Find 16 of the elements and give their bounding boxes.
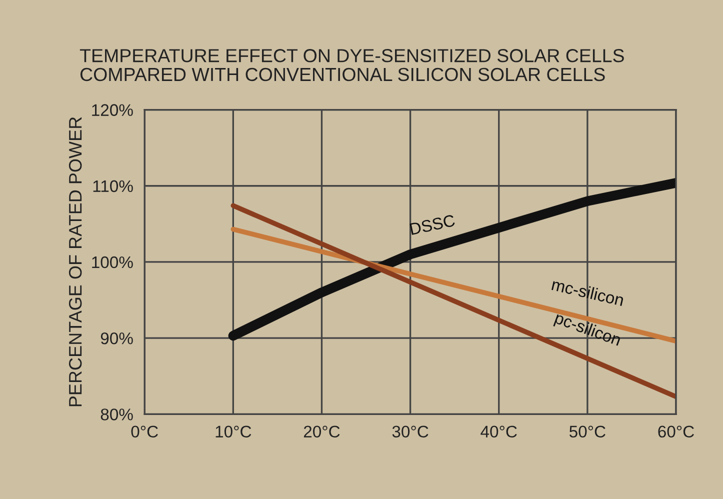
- x-tick-label: 40°C: [480, 426, 517, 438]
- x-tick-label: 0°C: [131, 426, 158, 438]
- x-tick-label: 30°C: [392, 426, 428, 438]
- x-tick-label: 10°C: [216, 426, 252, 438]
- y-tick-label: 100%: [92, 256, 133, 268]
- chart-title: TEMPERATURE EFFECT ON DYE-SENSITIZED SOLAR CELLS COMPARED WITH CONVENTIONAL SILICON SOLAR CELLS: [80, 49, 624, 82]
- x-tick-label: 20°C: [304, 426, 340, 438]
- x-tick-label: 60°C: [658, 426, 694, 438]
- y-tick-label: 110%: [93, 180, 133, 192]
- text: mc-silicon: [551, 278, 624, 306]
- y-tick-label: 80%: [100, 408, 133, 420]
- y-tick-label: 120%: [92, 104, 133, 116]
- text: DSSC: [410, 214, 456, 236]
- y-axis-title: PERCENTAGE OF RATED POWER: [68, 117, 82, 406]
- x-tick-label: 50°C: [569, 426, 606, 438]
- y-tick-label: 90%: [100, 332, 133, 344]
